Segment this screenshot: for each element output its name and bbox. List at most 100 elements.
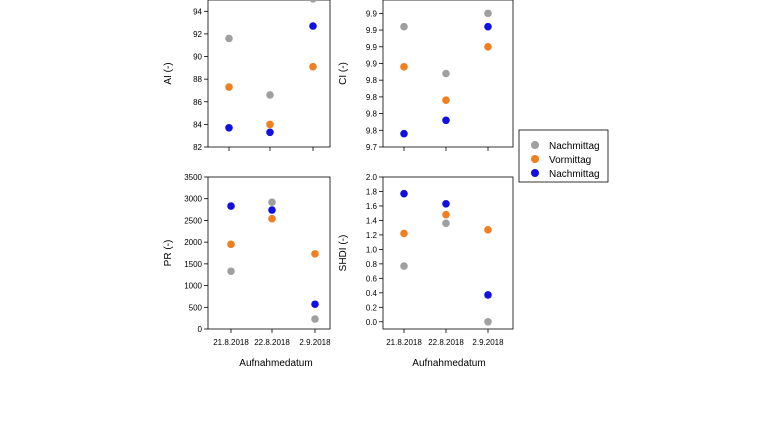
y-tick-label: 1.4 [366, 216, 378, 225]
y-tick-label: 1500 [184, 260, 202, 269]
y-tick-label: 1000 [184, 282, 202, 291]
y-tick-label: 90 [193, 53, 202, 62]
data-point [311, 315, 319, 323]
plot-frame [382, 176, 514, 330]
y-tick-label: 9.7 [366, 143, 378, 152]
data-point [268, 206, 276, 214]
legend-label: Nachmittag [549, 141, 600, 152]
data-point [400, 63, 408, 71]
y-tick-label: 2000 [184, 238, 202, 247]
x-axis-label-right: Aufnahmedatum [412, 358, 485, 369]
legend-label: Nachmittag [549, 169, 600, 180]
panel-1: 82 84 86 88 90 92 94 AI (-) [163, 0, 331, 152]
y-tick-label: 88 [193, 75, 202, 84]
plot-frame [382, 0, 514, 148]
data-point [309, 22, 317, 30]
y-tick-label: 0.6 [366, 274, 378, 283]
y-axis-label: CI (-) [338, 62, 349, 85]
data-point [442, 210, 450, 219]
x-tick-label: 22.8.2018 [428, 338, 464, 347]
y-tick-label: 1.2 [366, 231, 378, 240]
data-point [266, 120, 274, 129]
y-tick-label: 0.4 [366, 289, 378, 298]
data-point [484, 317, 492, 326]
data-point [442, 219, 450, 228]
y-tick-label: 82 [193, 143, 202, 152]
data-point [225, 34, 233, 43]
y-tick-label: 86 [193, 98, 202, 107]
y-tick-label: 500 [189, 303, 203, 312]
data-point [225, 123, 233, 132]
data-point [268, 214, 276, 223]
y-axis-label: PR (-) [163, 240, 174, 267]
data-point [309, 62, 317, 71]
data-point [311, 250, 319, 258]
x-axis-label-left: Aufnahmedatum [239, 358, 312, 369]
data-point [442, 96, 450, 105]
y-tick-label: 0.0 [366, 318, 378, 327]
y-tick-label: 1.6 [366, 202, 378, 211]
data-point [400, 129, 408, 138]
y-tick-label: 2.0 [366, 173, 378, 182]
panel-4: 0.0 0.2 0.4 0.6 0.8 1.0 1.2 1.4 1.6 1.8 2.0 21.8.20… [338, 173, 514, 347]
plot-frame [207, 176, 331, 330]
x-tick-label: 2.9.2018 [299, 338, 331, 347]
y-tick-label: 9.9 [366, 26, 378, 35]
y-tick-label: 0 [198, 325, 203, 334]
y-tick-label: 9.8 [366, 110, 378, 119]
y-tick-label: 3500 [184, 173, 202, 182]
y-axis-label: SHDI (-) [338, 235, 349, 272]
y-tick-label: 9.8 [366, 93, 378, 102]
x-tick-label: 21.8.2018 [213, 338, 249, 347]
data-point [442, 116, 450, 125]
data-point [442, 69, 450, 78]
panel-2: 9.7 9.8 9.8 9.8 9.8 9.9 9.9 9.9 9.9 CI (-) [338, 0, 514, 152]
data-point [484, 226, 492, 234]
y-tick-label: 9.9 [366, 59, 378, 68]
data-point [400, 22, 408, 31]
legend-entry: Nachmittag [531, 169, 600, 180]
x-tick-label: 21.8.2018 [386, 338, 422, 347]
legend-entry: Vormittag [531, 155, 591, 166]
legend-marker [531, 169, 539, 177]
y-tick-label: 9.9 [366, 9, 378, 18]
y-tick-label: 9.8 [366, 76, 378, 85]
data-point [484, 42, 492, 51]
data-point [484, 22, 492, 31]
y-tick-label: 1.0 [366, 245, 378, 254]
y-tick-label: 94 [193, 7, 202, 16]
y-tick-label: 92 [193, 30, 202, 39]
panel-3: 0 500 1000 1500 2000 2500 3000 3500 21.8.2018 22.… [163, 173, 331, 347]
data-point [400, 229, 408, 238]
data-point [225, 83, 233, 91]
y-tick-label: 2500 [184, 216, 202, 225]
y-tick-label: 1.8 [366, 187, 378, 196]
data-point [400, 189, 408, 198]
x-tick-label: 2.9.2018 [472, 338, 504, 347]
data-point [309, 0, 317, 3]
y-tick-label: 9.9 [366, 43, 378, 52]
data-point [442, 199, 450, 208]
y-tick-label: 0.2 [366, 303, 378, 312]
y-tick-label: 9.8 [366, 126, 378, 135]
data-point [266, 91, 274, 99]
data-point [484, 291, 492, 299]
y-tick-label: 0.8 [366, 260, 378, 269]
legend-entry: Nachmittag [531, 141, 600, 152]
y-tick-label: 3000 [184, 195, 202, 204]
data-point [400, 262, 408, 270]
data-point [311, 300, 319, 309]
legend-marker [531, 141, 539, 149]
legend: Nachmittag Vormittag Nachmittag [518, 129, 609, 183]
data-point [227, 267, 235, 276]
data-point [227, 240, 235, 249]
data-point [227, 202, 235, 210]
legend-marker [531, 155, 539, 163]
y-axis-label: AI (-) [163, 62, 174, 84]
x-tick-label: 22.8.2018 [254, 338, 290, 347]
data-point [266, 128, 274, 137]
plot-frame [207, 0, 331, 148]
